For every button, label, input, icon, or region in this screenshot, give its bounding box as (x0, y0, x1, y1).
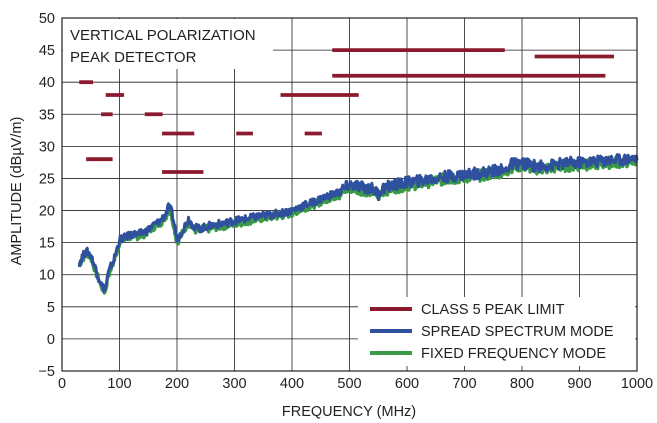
x-tick-label: 0 (58, 376, 66, 392)
limit-layer (79, 48, 614, 174)
x-axis-label: FREQUENCY (MHz) (282, 404, 416, 420)
ticks: 0 100 200 300 400 500 600 700 800 900 1000−5051015… (38, 11, 653, 392)
legend-label-spread: SPREAD SPECTRUM MODE (421, 324, 614, 340)
x-tick-label: 400 (280, 376, 304, 392)
series-line (77, 154, 639, 295)
y-tick-label: 25 (39, 171, 55, 187)
y-axis-label: AMPLITUDE (dBµV/m) (9, 117, 25, 266)
legend-label-limit: CLASS 5 PEAK LIMIT (421, 302, 565, 318)
y-tick-label: 0 (47, 332, 55, 348)
x-tick-label: 300 (222, 376, 246, 392)
y-tick-label: 45 (39, 43, 55, 59)
annotation-line-2: PEAK DETECTOR (70, 49, 197, 66)
series-line (77, 153, 639, 294)
y-tick-label: 35 (39, 107, 55, 123)
x-tick-label: 1000 (621, 376, 653, 392)
y-tick-label: 15 (39, 236, 55, 252)
y-tick-label: 40 (39, 75, 55, 91)
series-layer (77, 153, 639, 295)
y-tick-label: −5 (38, 364, 55, 380)
y-tick-label: 30 (39, 139, 55, 155)
x-tick-label: 100 (107, 376, 131, 392)
y-tick-label: 50 (39, 11, 55, 27)
legend: CLASS 5 PEAK LIMIT SPREAD SPECTRUM MODE … (358, 297, 635, 366)
y-tick-label: 5 (47, 300, 55, 316)
x-tick-label: 800 (510, 376, 534, 392)
annotation-background (63, 19, 273, 69)
plot-frame (61, 17, 638, 372)
x-tick-label: 700 (452, 376, 476, 392)
x-tick-label: 900 (567, 376, 591, 392)
annotation-line-1: VERTICAL POLARIZATION (70, 27, 256, 44)
x-tick-label: 500 (337, 376, 361, 392)
legend-label-fixed: FIXED FREQUENCY MODE (421, 346, 606, 362)
x-tick-label: 200 (165, 376, 189, 392)
y-tick-label: 20 (39, 204, 55, 220)
y-tick-label: 10 (39, 268, 55, 284)
x-tick-label: 600 (395, 376, 419, 392)
annotation-box: VERTICAL POLARIZATION PEAK DETECTOR (63, 19, 273, 69)
